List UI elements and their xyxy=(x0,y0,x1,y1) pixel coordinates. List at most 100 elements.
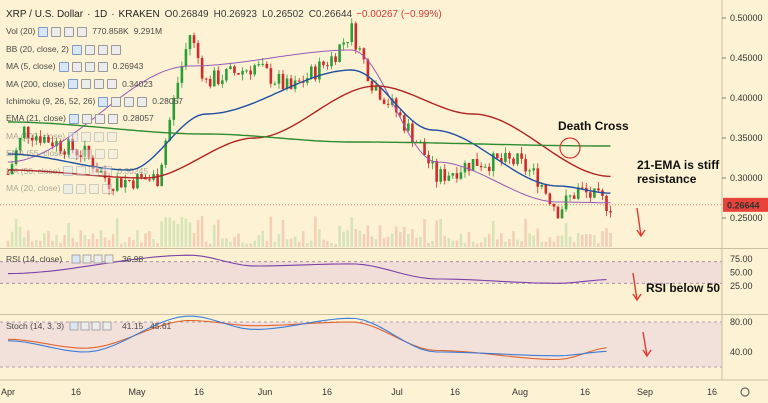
gear-icon[interactable] xyxy=(80,321,90,331)
volume-bar xyxy=(87,238,91,247)
volume-bar xyxy=(293,236,297,247)
volume-bar xyxy=(560,235,564,247)
gear-icon[interactable] xyxy=(81,131,92,142)
close-icon[interactable] xyxy=(94,79,105,90)
volume-bar xyxy=(273,241,277,247)
rsi-band xyxy=(0,261,722,284)
close-icon[interactable] xyxy=(84,61,95,72)
rsi-down-arrow-head xyxy=(632,293,642,302)
legend-indicator-value: 770.858K xyxy=(92,26,129,37)
legend-title-row: XRP / U.S. Dollar · 1D · KRAKEN O0.26849… xyxy=(6,6,442,23)
gear-icon[interactable] xyxy=(76,183,87,194)
close-icon[interactable] xyxy=(124,96,135,107)
volume-bar xyxy=(91,233,95,247)
candle-up xyxy=(229,66,232,69)
more-icon[interactable] xyxy=(110,44,121,55)
volume-bar xyxy=(14,219,18,247)
ma-line xyxy=(7,49,611,204)
stoch-tick-label: 80.00 xyxy=(730,317,753,327)
eye-icon[interactable] xyxy=(71,254,81,264)
more-icon[interactable] xyxy=(97,61,108,72)
candle-up xyxy=(504,153,507,162)
eye-icon[interactable] xyxy=(68,79,79,90)
more-icon[interactable] xyxy=(137,96,148,107)
stoch-d-value: 45.61 xyxy=(150,321,172,331)
eye-icon[interactable] xyxy=(38,27,49,38)
close-icon[interactable] xyxy=(91,321,101,331)
close-icon[interactable] xyxy=(95,114,105,125)
close-icon[interactable] xyxy=(64,27,75,38)
candle-up xyxy=(273,83,277,85)
legend-indicator-label: EMA (55, close) xyxy=(6,148,66,159)
ma-line xyxy=(8,85,611,179)
time-tick-label: 16 xyxy=(322,387,332,397)
eye-icon[interactable] xyxy=(63,166,74,177)
volume-bar xyxy=(601,231,604,247)
eye-icon[interactable] xyxy=(63,183,74,194)
gear-icon[interactable] xyxy=(82,148,92,159)
volume-bar xyxy=(67,223,70,247)
gear-icon[interactable] xyxy=(71,61,82,72)
eye-icon[interactable] xyxy=(69,114,79,125)
stoch-tick-label: 40.00 xyxy=(730,347,753,357)
close-icon[interactable] xyxy=(94,131,105,142)
legend-interval: 1D xyxy=(94,9,108,20)
eye-icon[interactable] xyxy=(98,96,109,107)
gear-icon[interactable] xyxy=(81,79,92,90)
more-icon[interactable] xyxy=(108,114,118,125)
gear-icon[interactable] xyxy=(82,114,92,125)
more-icon[interactable] xyxy=(102,166,113,177)
close-icon[interactable] xyxy=(93,254,103,264)
close-icon[interactable] xyxy=(89,166,100,177)
candle-down xyxy=(196,43,200,58)
gear-icon[interactable] xyxy=(82,254,92,264)
volume-bar xyxy=(83,235,87,247)
gear-icon[interactable] xyxy=(111,96,122,107)
close-icon[interactable] xyxy=(97,44,108,55)
more-icon[interactable] xyxy=(107,79,118,90)
eye-icon[interactable] xyxy=(69,321,79,331)
volume-bar xyxy=(140,242,143,247)
candle-up xyxy=(560,209,564,219)
more-icon[interactable] xyxy=(104,254,114,264)
gear-icon[interactable] xyxy=(84,44,95,55)
price-tick-label: 0.30000 xyxy=(730,173,763,183)
close-icon[interactable] xyxy=(89,183,100,194)
gear-icon[interactable] xyxy=(76,166,87,177)
more-icon[interactable] xyxy=(77,27,88,38)
volume-bar xyxy=(281,220,285,247)
legend-indicator-value: 0.28057 xyxy=(152,96,184,107)
candle-up xyxy=(471,159,475,171)
eye-icon[interactable] xyxy=(58,61,69,72)
volume-bar xyxy=(568,236,572,247)
close-icon[interactable] xyxy=(95,148,105,159)
eye-icon[interactable] xyxy=(71,44,82,55)
settings-gear-icon[interactable] xyxy=(740,387,750,397)
volume-bar xyxy=(152,238,155,247)
more-icon[interactable] xyxy=(102,183,113,194)
volume-bar xyxy=(225,238,228,247)
candle-down xyxy=(63,151,66,155)
volume-bar xyxy=(216,219,220,247)
volume-bar xyxy=(435,220,438,247)
more-icon[interactable] xyxy=(108,148,118,159)
time-tick-label: 16 xyxy=(707,387,717,397)
volume-bar xyxy=(164,217,168,247)
ema-note-line2: resistance xyxy=(637,172,697,186)
volume-bar xyxy=(431,240,434,247)
volume-bar xyxy=(354,229,358,247)
legend-indicator-label: BB (20, close, 2) xyxy=(6,43,69,54)
more-icon[interactable] xyxy=(102,321,112,331)
volume-bar xyxy=(394,226,398,247)
volume-bar xyxy=(249,243,252,247)
gear-icon[interactable] xyxy=(51,27,62,38)
more-icon[interactable] xyxy=(107,131,118,142)
candle-down xyxy=(548,193,552,204)
legend-change: −0.00267 (−0.99%) xyxy=(356,9,442,20)
candle-down xyxy=(334,56,337,62)
candle-up xyxy=(172,98,176,120)
eye-icon[interactable] xyxy=(69,148,79,159)
candle-up xyxy=(540,184,544,187)
candle-down xyxy=(140,174,143,177)
eye-icon[interactable] xyxy=(68,131,79,142)
